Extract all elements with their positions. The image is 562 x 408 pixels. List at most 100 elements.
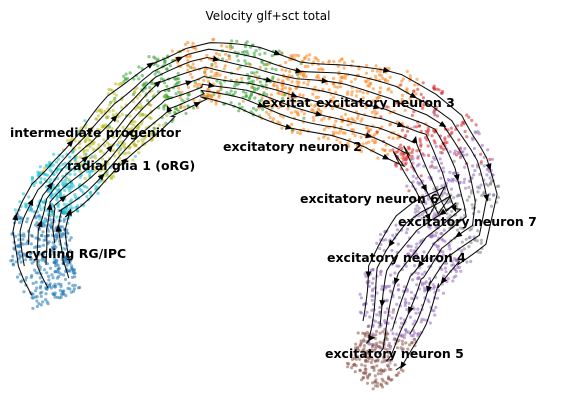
cell-point	[403, 108, 407, 112]
cell-point	[300, 72, 304, 76]
cell-point	[393, 363, 397, 367]
cell-point	[313, 56, 317, 60]
cell-point	[209, 95, 214, 99]
cell-point	[128, 114, 132, 118]
cell-point	[383, 310, 387, 314]
cell-point	[312, 60, 316, 64]
cell-point	[94, 117, 98, 121]
cell-point	[290, 122, 294, 126]
cell-point	[350, 93, 354, 97]
cell-point	[440, 161, 444, 165]
cell-point	[446, 277, 450, 281]
cell-point	[62, 232, 66, 236]
cell-point	[351, 59, 355, 64]
cell-point	[271, 77, 275, 81]
cell-point	[368, 372, 372, 376]
cell-point	[307, 57, 311, 62]
cell-point	[408, 343, 412, 347]
cell-point	[77, 168, 81, 172]
cell-point	[132, 77, 136, 81]
cell-point	[60, 225, 64, 229]
cell-point	[88, 191, 92, 195]
cell-point	[362, 338, 366, 342]
cell-point	[322, 75, 326, 79]
velocity-arrow	[426, 285, 432, 294]
cell-point	[299, 62, 303, 66]
cell-point	[384, 286, 388, 290]
cell-point	[361, 91, 365, 95]
cell-point	[174, 82, 179, 86]
streamline	[64, 96, 447, 322]
cell-point	[420, 212, 424, 217]
cell-point	[378, 305, 382, 309]
cell-point	[115, 93, 119, 97]
cell-point	[467, 245, 471, 249]
velocity-arrow	[257, 101, 265, 108]
cell-point	[355, 116, 360, 120]
cell-point	[186, 93, 190, 97]
cell-point	[296, 83, 300, 87]
cell-point	[272, 83, 276, 87]
cell-point	[118, 161, 122, 165]
cell-point	[375, 111, 379, 115]
cell-point	[165, 67, 169, 71]
cell-point	[288, 70, 292, 74]
cell-point	[437, 259, 441, 264]
velocity-arrow	[193, 101, 202, 108]
cell-point	[294, 86, 298, 90]
cell-point	[423, 270, 427, 274]
cell-point	[399, 367, 403, 372]
cell-point	[422, 164, 426, 168]
cell-point	[336, 85, 340, 89]
cell-point	[351, 131, 355, 135]
cell-point	[452, 178, 456, 182]
cell-point	[388, 75, 392, 79]
cell-point	[480, 193, 484, 198]
cell-point	[364, 367, 368, 371]
cell-point	[415, 296, 419, 300]
cell-point	[413, 319, 417, 323]
cell-point	[85, 148, 89, 152]
cell-point	[356, 113, 360, 118]
cell-point	[374, 341, 379, 345]
cell-point	[109, 130, 113, 134]
cell-point	[349, 366, 354, 370]
cell-point	[432, 214, 436, 218]
cell-point	[415, 125, 419, 129]
cell-point	[364, 274, 368, 279]
cell-point	[395, 346, 400, 350]
velocity-arrow	[212, 55, 221, 62]
cell-point	[186, 49, 190, 53]
cell-point	[419, 174, 423, 178]
cell-point	[325, 81, 329, 86]
cell-point	[363, 364, 367, 368]
cell-point	[430, 134, 434, 138]
cell-point	[82, 148, 86, 152]
cell-point	[432, 111, 436, 115]
cell-point	[133, 130, 137, 134]
cell-point	[167, 88, 171, 93]
cell-point	[56, 189, 60, 193]
cell-point	[83, 119, 87, 123]
cell-point	[348, 138, 352, 142]
cell-point	[422, 289, 427, 293]
velocity-arrow	[321, 77, 329, 84]
cell-point	[421, 81, 425, 85]
cell-point	[404, 161, 408, 165]
cell-point	[323, 105, 327, 109]
cell-point	[274, 104, 278, 108]
cell-point	[321, 87, 325, 92]
cell-point	[301, 94, 305, 98]
cell-point	[44, 224, 48, 228]
cell-point	[236, 67, 240, 71]
cell-point	[36, 174, 40, 178]
cell-point	[20, 279, 24, 283]
cell-point	[458, 155, 463, 159]
cell-point	[92, 140, 96, 144]
cell-point	[96, 162, 100, 166]
cell-point	[383, 77, 387, 81]
cell-point	[387, 66, 391, 71]
cell-point	[213, 61, 217, 65]
cell-point	[394, 223, 398, 227]
